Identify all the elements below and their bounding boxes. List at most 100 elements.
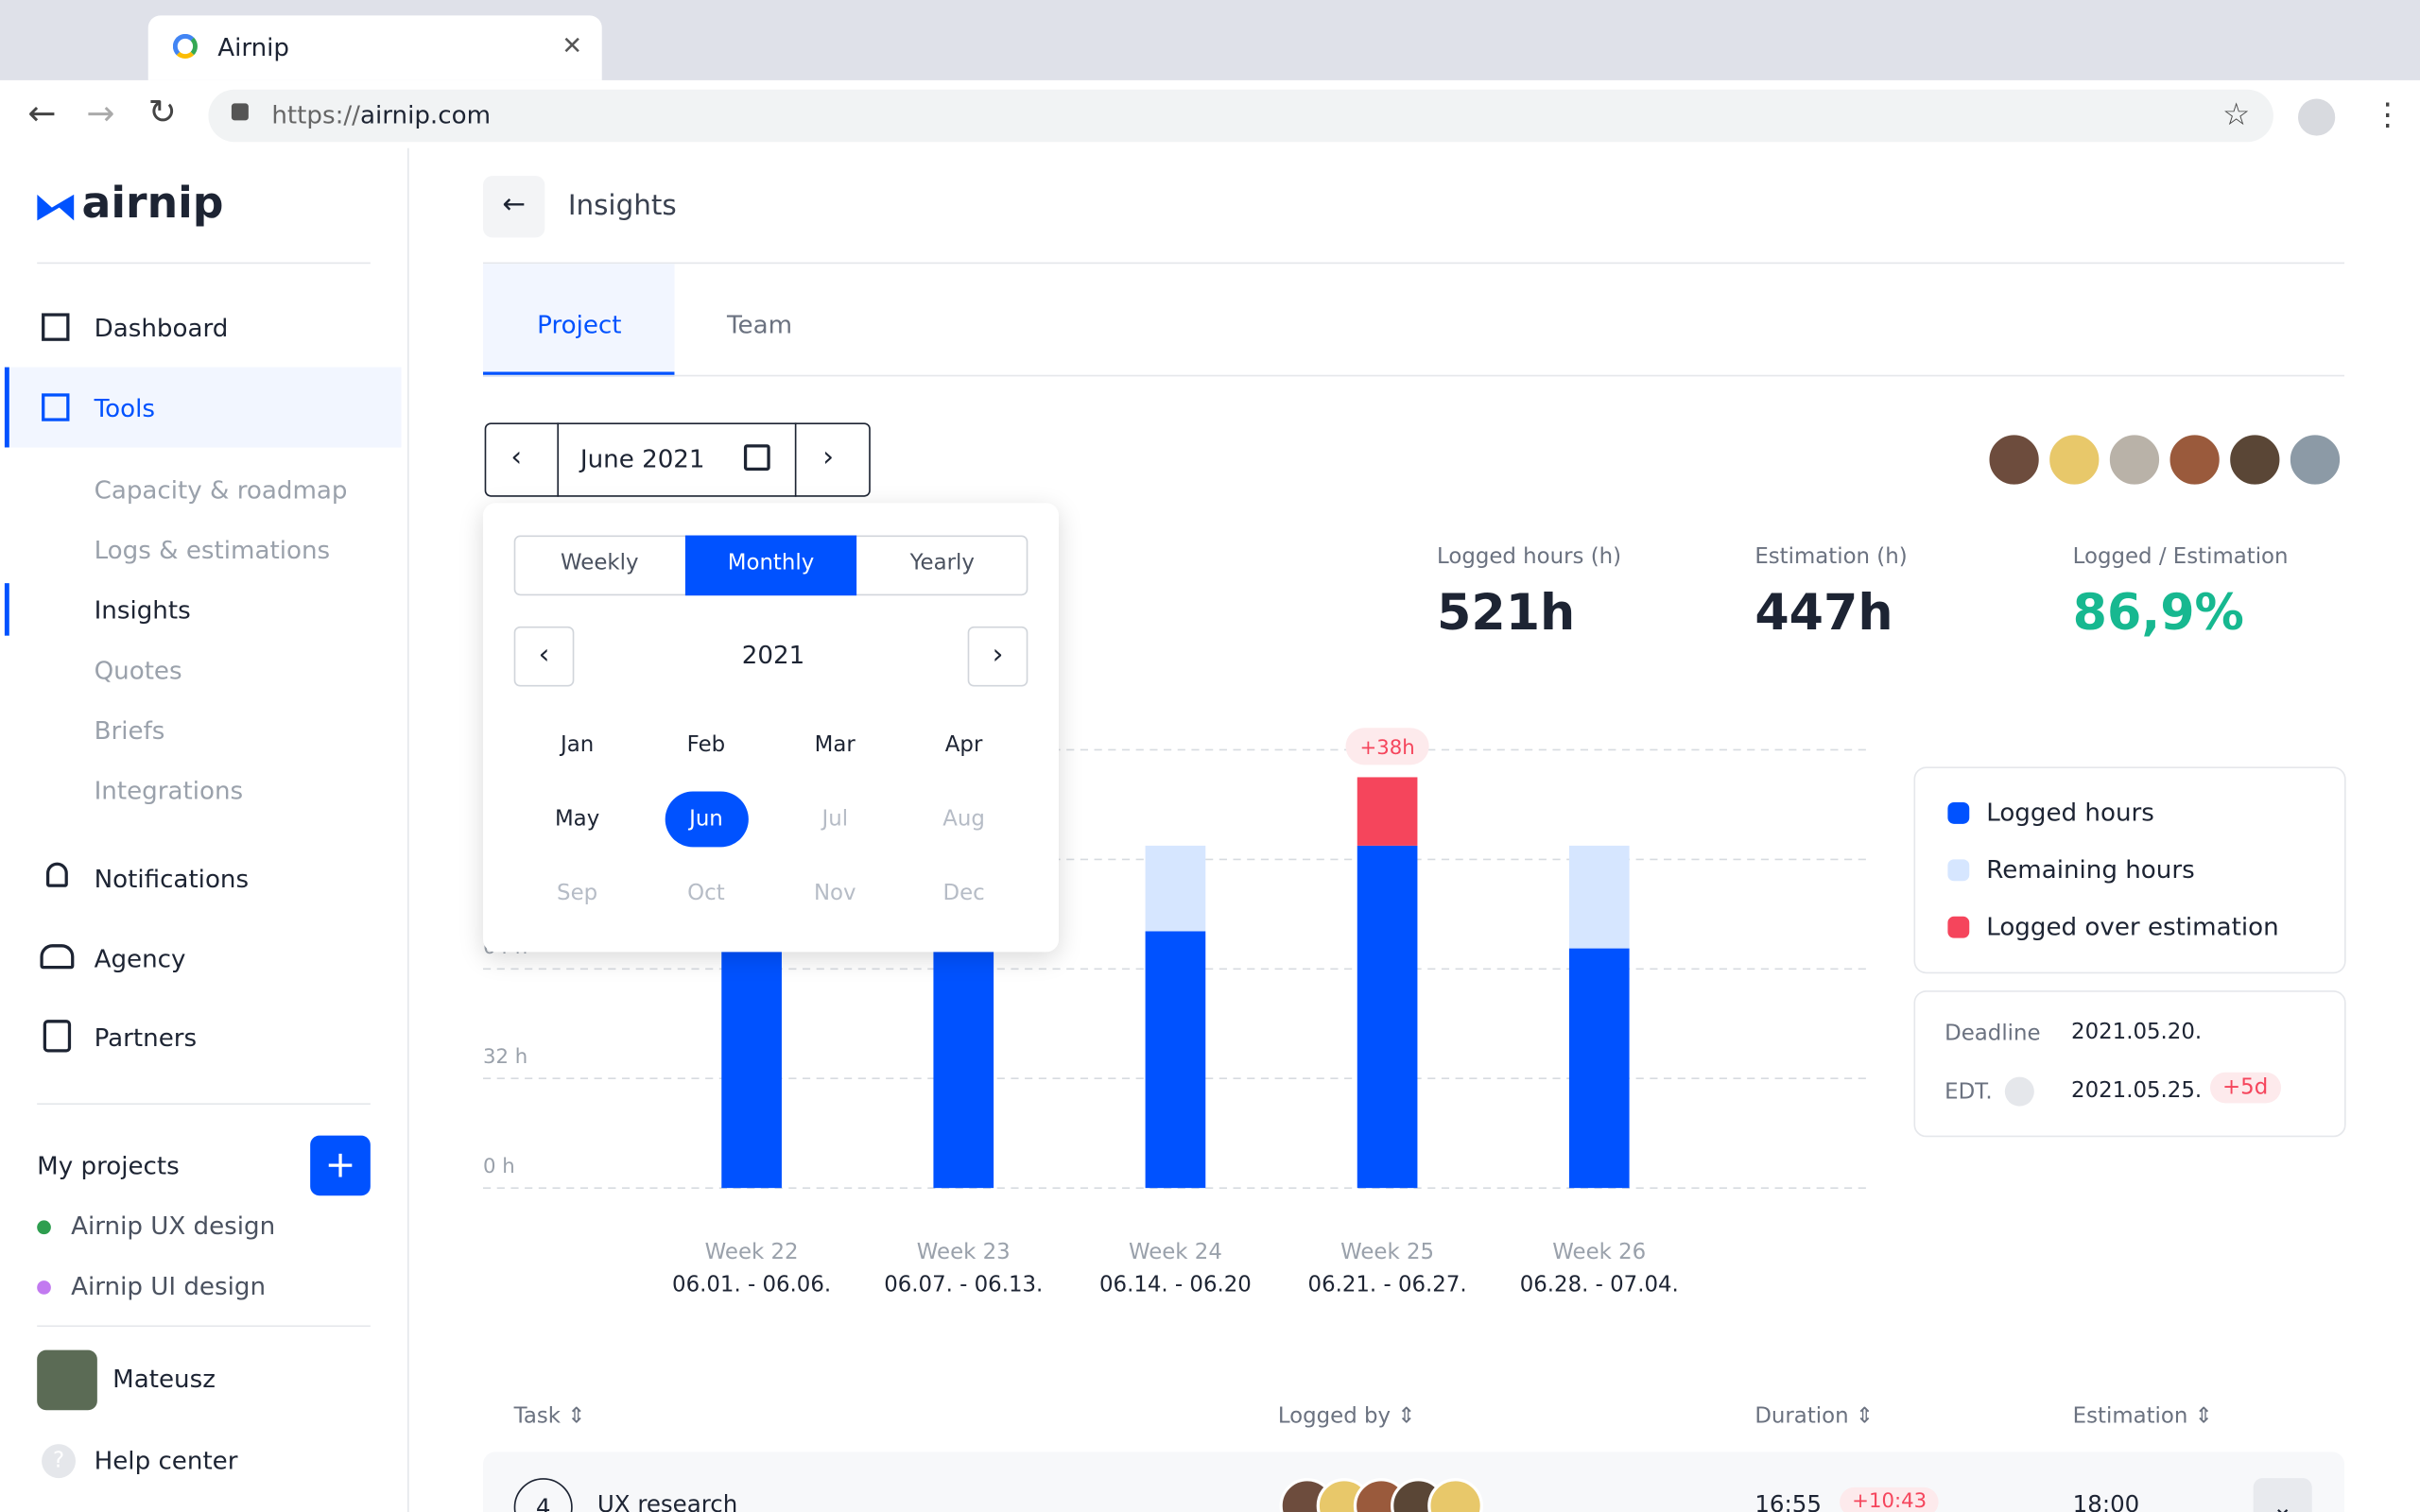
nav-item[interactable]: Dashboard <box>94 313 229 343</box>
mode-option[interactable]: Monthly <box>727 550 815 576</box>
prev-month[interactable]: ‹ <box>510 440 523 474</box>
tools-icon <box>42 393 70 421</box>
avatar[interactable] <box>2226 432 2283 488</box>
sub-active-bar <box>4 583 9 636</box>
next-year[interactable]: › <box>967 626 1028 687</box>
expand-button[interactable]: ⌄ <box>2253 1478 2312 1512</box>
bar-segment <box>1357 777 1418 846</box>
month[interactable]: Oct <box>687 881 725 906</box>
deadline-label: Deadline <box>1945 1021 2041 1046</box>
avatar[interactable] <box>2046 432 2102 488</box>
project-item[interactable]: Airnip UI design <box>71 1271 266 1301</box>
user-avatar[interactable] <box>37 1349 97 1411</box>
sub-item[interactable]: Insights <box>94 595 191 626</box>
url-scheme: https:// <box>271 100 360 130</box>
nav-item[interactable]: Tools <box>94 393 155 423</box>
month[interactable]: Sep <box>557 881 598 906</box>
back-button[interactable]: ← <box>483 176 545 238</box>
url: https://airnip.com <box>271 100 491 129</box>
month[interactable]: Mar <box>814 732 856 758</box>
profile-icon[interactable] <box>2298 98 2336 136</box>
logo-text: airnip <box>81 177 224 229</box>
project-item[interactable]: Airnip UX design <box>71 1211 276 1241</box>
legend-swatch <box>1947 859 1970 882</box>
mode-option[interactable]: Weekly <box>561 550 639 576</box>
user-name[interactable]: Mateusz <box>112 1364 216 1394</box>
calendar-icon <box>743 444 770 471</box>
sub-item[interactable]: Quotes <box>94 655 182 685</box>
x-tick-sublabel: 06.28. - 07.04. <box>1520 1273 1679 1297</box>
date-value[interactable]: June 2021 <box>579 444 705 474</box>
legend-swatch <box>1947 801 1970 824</box>
tab[interactable]: Project <box>537 310 622 340</box>
avatar[interactable] <box>2167 432 2223 488</box>
bookmark-star[interactable]: ☆ <box>2222 95 2251 133</box>
sub-item[interactable]: Integrations <box>94 776 244 806</box>
help-icon <box>2004 1076 2034 1107</box>
sub-item[interactable]: Capacity & roadmap <box>94 474 348 505</box>
stat-label: Logged hours (h) <box>1437 544 1622 570</box>
month[interactable]: Jan <box>560 732 595 758</box>
date-picker <box>484 422 871 497</box>
divider <box>37 1103 371 1105</box>
nav-active-bg <box>6 367 402 448</box>
month[interactable]: Feb <box>686 732 726 758</box>
sub-item[interactable]: Logs & estimations <box>94 535 331 565</box>
column-header[interactable]: Estimation ⇕ <box>2072 1403 2213 1429</box>
legend <box>1913 766 2346 974</box>
column-header[interactable]: Duration ⇕ <box>1754 1403 1875 1429</box>
nav-item[interactable]: Notifications <box>94 864 250 894</box>
add-project-button[interactable]: + <box>310 1135 371 1196</box>
help-icon: ? <box>42 1444 76 1479</box>
forward-button[interactable]: → <box>86 95 115 135</box>
deadline-box <box>1913 990 2346 1138</box>
next-month[interactable]: › <box>822 440 834 474</box>
avatar[interactable] <box>2106 432 2163 488</box>
month[interactable]: Jul <box>821 806 849 832</box>
address-bar[interactable] <box>208 89 2273 143</box>
legend-label: Remaining hours <box>1986 854 2195 885</box>
sub-item[interactable]: Briefs <box>94 715 165 746</box>
month[interactable]: Aug <box>942 806 985 832</box>
tab-close[interactable]: ✕ <box>562 30 583 60</box>
month[interactable]: Apr <box>944 732 983 758</box>
help-link[interactable]: Help center <box>94 1445 238 1475</box>
back-button[interactable]: ← <box>27 95 57 135</box>
x-tick-label: Week 22 <box>705 1240 799 1264</box>
bar-segment <box>1145 845 1206 932</box>
avatar[interactable] <box>2287 432 2343 488</box>
prev-year[interactable]: ‹ <box>513 626 575 687</box>
y-tick-label: 32 h <box>483 1045 527 1069</box>
nav-item[interactable]: Agency <box>94 944 186 974</box>
tab[interactable]: Team <box>726 310 793 340</box>
stat-value: 521h <box>1437 583 1576 643</box>
month[interactable]: Jun <box>664 791 749 848</box>
deadline-value: 2021.05.20. <box>2071 1020 2203 1045</box>
month[interactable]: Nov <box>813 881 856 906</box>
year: 2021 <box>741 640 805 670</box>
mode-option[interactable]: Yearly <box>909 550 975 576</box>
legend-label: Logged over estimation <box>1986 911 2279 941</box>
bar-segment <box>1145 931 1206 1189</box>
column-header[interactable]: Logged by ⇕ <box>1277 1403 1416 1429</box>
month[interactable]: Dec <box>942 881 985 906</box>
month[interactable]: May <box>554 806 600 832</box>
over-badge: +10:43 <box>1840 1486 1940 1512</box>
x-tick-sublabel: 06.21. - 06.27. <box>1308 1273 1467 1297</box>
projects-title: My projects <box>37 1150 180 1180</box>
column-header[interactable]: Task ⇕ <box>513 1403 586 1429</box>
favicon <box>172 33 198 60</box>
dashboard-icon <box>42 313 70 341</box>
task-name: UX research <box>596 1490 738 1512</box>
x-tick-label: Week 24 <box>1129 1240 1222 1264</box>
month-picker: Weekly Monthly Yearly ‹ › 2021 Jan Feb Mar… <box>483 503 1059 953</box>
reload-button[interactable]: ↻ <box>147 94 177 133</box>
avatar[interactable] <box>1986 432 2042 488</box>
nav-item[interactable]: Partners <box>94 1022 198 1053</box>
annotation: +38h <box>1359 736 1414 760</box>
url-domain: airnip.com <box>359 100 492 130</box>
tab[interactable] <box>147 15 602 80</box>
menu-button[interactable]: ⋮ <box>2372 95 2404 133</box>
bar-segment <box>1568 948 1630 1189</box>
